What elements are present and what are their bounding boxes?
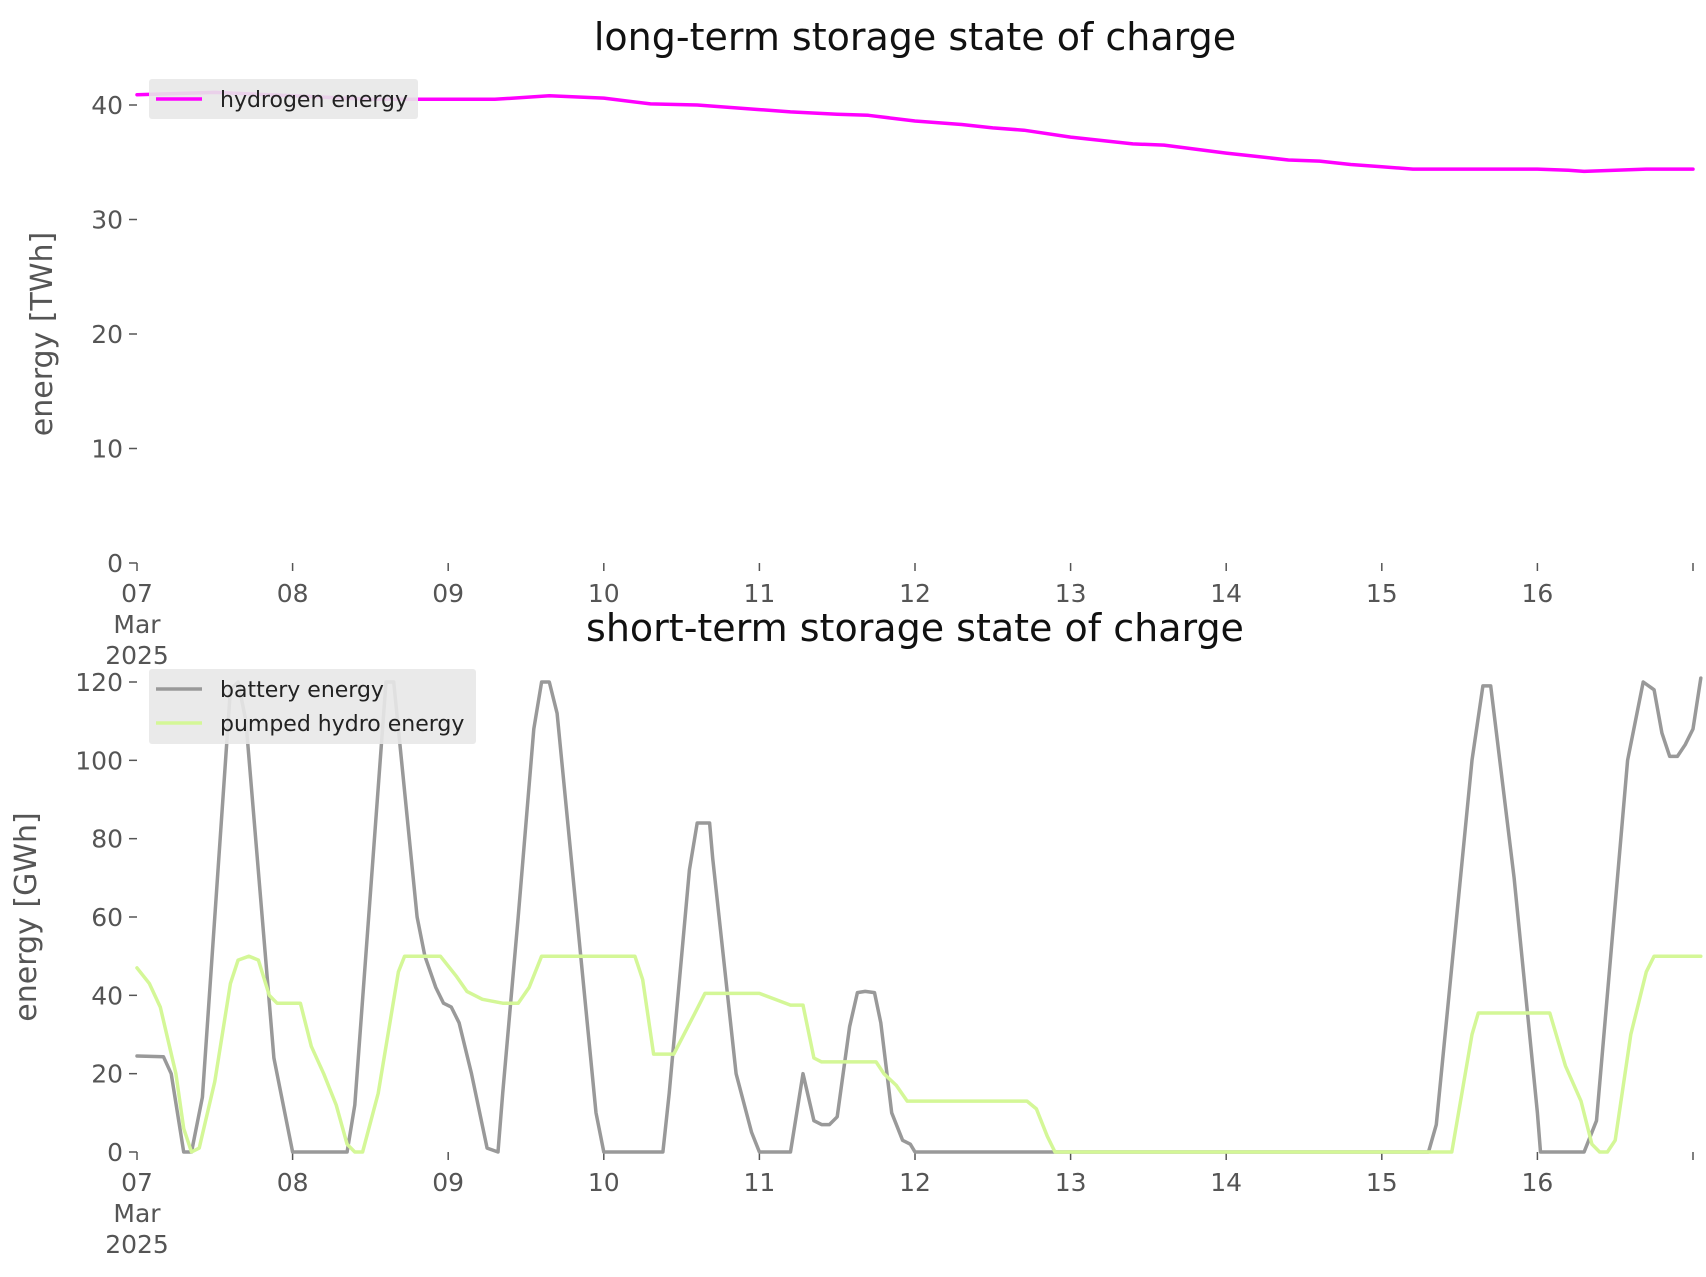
x-tick-label: 08 xyxy=(277,1168,309,1197)
x-tick-label: 16 xyxy=(1521,1168,1553,1197)
y-tick-label: 20 xyxy=(91,320,123,349)
y-tick-label: 10 xyxy=(91,435,123,464)
legend: hydrogen energy xyxy=(149,79,418,119)
y-tick-label: 20 xyxy=(91,1060,123,1089)
chart-title: short-term storage state of charge xyxy=(586,606,1244,650)
legend-label: pumped hydro energy xyxy=(220,712,464,737)
x-tick-label: 13 xyxy=(1055,1168,1087,1197)
long-term-storage-panel: long-term storage state of charge energy … xyxy=(25,15,1695,670)
short-term-storage-panel: short-term storage state of charge energy… xyxy=(9,606,1703,1259)
y-axis-label: energy [TWh] xyxy=(25,232,60,436)
x-tick-label: 14 xyxy=(1210,1168,1242,1197)
x-tick-label: 11 xyxy=(743,579,775,608)
series-line-hydrogen-energy xyxy=(135,90,1695,174)
x-tick-sublabel: 2025 xyxy=(105,1230,169,1259)
x-tick-label: 14 xyxy=(1210,579,1242,608)
x-tick-sublabel: Mar xyxy=(113,610,161,639)
legend-label: hydrogen energy xyxy=(220,88,408,113)
series-line-battery-energy xyxy=(135,676,1703,1154)
y-tick-label: 0 xyxy=(107,1138,123,1167)
x-tick-label: 11 xyxy=(743,1168,775,1197)
legend-box xyxy=(149,669,476,744)
series-line-pumped-hydro-energy xyxy=(135,954,1703,1154)
y-tick-label: 40 xyxy=(91,981,123,1010)
y-tick-label: 30 xyxy=(91,206,123,235)
y-tick-label: 80 xyxy=(91,825,123,854)
legend-box xyxy=(149,79,418,119)
x-tick-label: 12 xyxy=(899,579,931,608)
x-tick-label: 07 xyxy=(121,1168,153,1197)
y-axis-label: energy [GWh] xyxy=(9,812,44,1021)
y-tick-label: 120 xyxy=(75,668,123,697)
x-tick-label: 12 xyxy=(899,1168,931,1197)
x-tick-sublabel: 2025 xyxy=(105,641,169,670)
legend: battery energy pumped hydro energy xyxy=(149,669,476,744)
x-tick-label: 16 xyxy=(1521,579,1553,608)
y-tick-label: 0 xyxy=(107,549,123,578)
y-tick-label: 60 xyxy=(91,903,123,932)
x-tick-label: 09 xyxy=(432,579,464,608)
x-tick-label: 15 xyxy=(1366,579,1398,608)
x-tick-label: 08 xyxy=(277,579,309,608)
x-tick-label: 13 xyxy=(1055,579,1087,608)
chart-title: long-term storage state of charge xyxy=(594,15,1236,59)
x-tick-label: 07 xyxy=(121,579,153,608)
x-tick-label: 10 xyxy=(588,1168,620,1197)
y-tick-label: 40 xyxy=(91,91,123,120)
x-tick-label: 09 xyxy=(432,1168,464,1197)
x-tick-sublabel: Mar xyxy=(113,1199,161,1228)
x-tick-label: 10 xyxy=(588,579,620,608)
x-tick-label: 15 xyxy=(1366,1168,1398,1197)
legend-label: battery energy xyxy=(220,678,384,703)
y-tick-label: 100 xyxy=(75,746,123,775)
